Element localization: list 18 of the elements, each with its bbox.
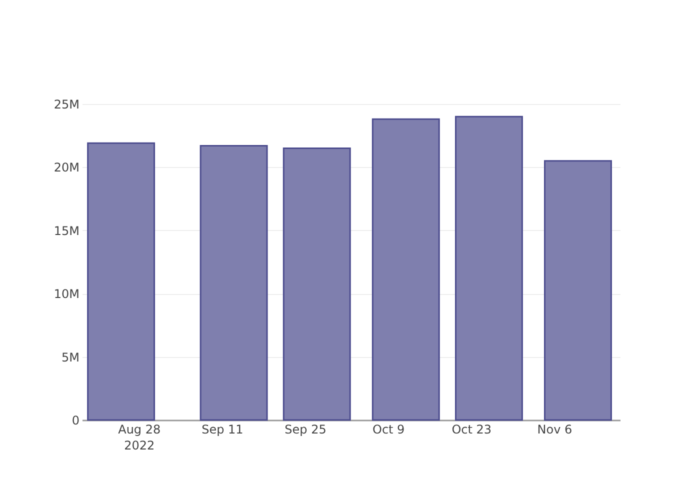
y-tick-label: 25M [54, 98, 80, 112]
x-tick-label: Aug 28 2022 [118, 422, 161, 452]
x-tick-label: Oct 23 [452, 422, 492, 436]
bar [544, 160, 612, 421]
x-tick-label: Sep 11 [202, 422, 244, 436]
y-tick-label: 5M [62, 350, 80, 364]
y-tick-label: 15M [54, 224, 80, 238]
bar [87, 142, 156, 421]
y-tick-label: 10M [54, 287, 80, 302]
x-tick-label: Oct 9 [372, 422, 405, 436]
bar [200, 144, 268, 421]
x-tick-label: Nov 6 [537, 422, 572, 436]
bar [282, 147, 351, 421]
x-tick-label: Sep 25 [284, 422, 326, 436]
bar [372, 118, 440, 421]
y-tick-label: 20M [54, 160, 80, 175]
y-tick-label: 0 [72, 414, 80, 428]
bar [454, 116, 523, 421]
